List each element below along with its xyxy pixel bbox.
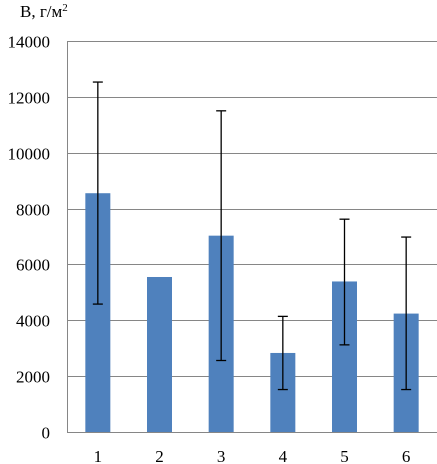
y-tick-label-12000: 12000 [8, 89, 51, 108]
error-bar-1 [92, 81, 103, 305]
x-tick-label-5: 5 [340, 447, 349, 464]
y-tick-label-14000: 14000 [8, 33, 51, 52]
y-tick-label-2000: 2000 [16, 368, 50, 387]
x-tick-label-3: 3 [217, 447, 226, 464]
error-bar-3 [216, 110, 227, 362]
bar-2 [147, 276, 172, 432]
x-tick-label-1: 1 [94, 447, 103, 464]
y-tick-label-4000: 4000 [16, 312, 50, 331]
x-tick-label-6: 6 [402, 447, 411, 464]
x-tick-labels: 1 2 3 4 5 6 [94, 447, 411, 464]
y-axis-label-text: B, г/м [20, 2, 63, 21]
error-bar-6 [401, 236, 412, 391]
x-tick-label-2: 2 [155, 447, 164, 464]
error-bar-4 [277, 315, 288, 391]
y-tick-label-0: 0 [42, 424, 51, 443]
x-tick-label-4: 4 [279, 447, 288, 464]
y-tick-labels: 0 2000 4000 6000 8000 10000 12000 14000 [8, 33, 51, 443]
y-tick-label-8000: 8000 [16, 201, 50, 220]
y-axis-label: B, г/м2 [20, 2, 68, 21]
gridlines [67, 41, 437, 433]
y-axis-label-superscript: 2 [62, 2, 68, 14]
y-tick-label-10000: 10000 [8, 145, 51, 164]
error-bar-5 [339, 218, 350, 346]
error-bars [92, 81, 412, 391]
y-tick-label-6000: 6000 [16, 256, 50, 275]
bars [85, 193, 419, 432]
